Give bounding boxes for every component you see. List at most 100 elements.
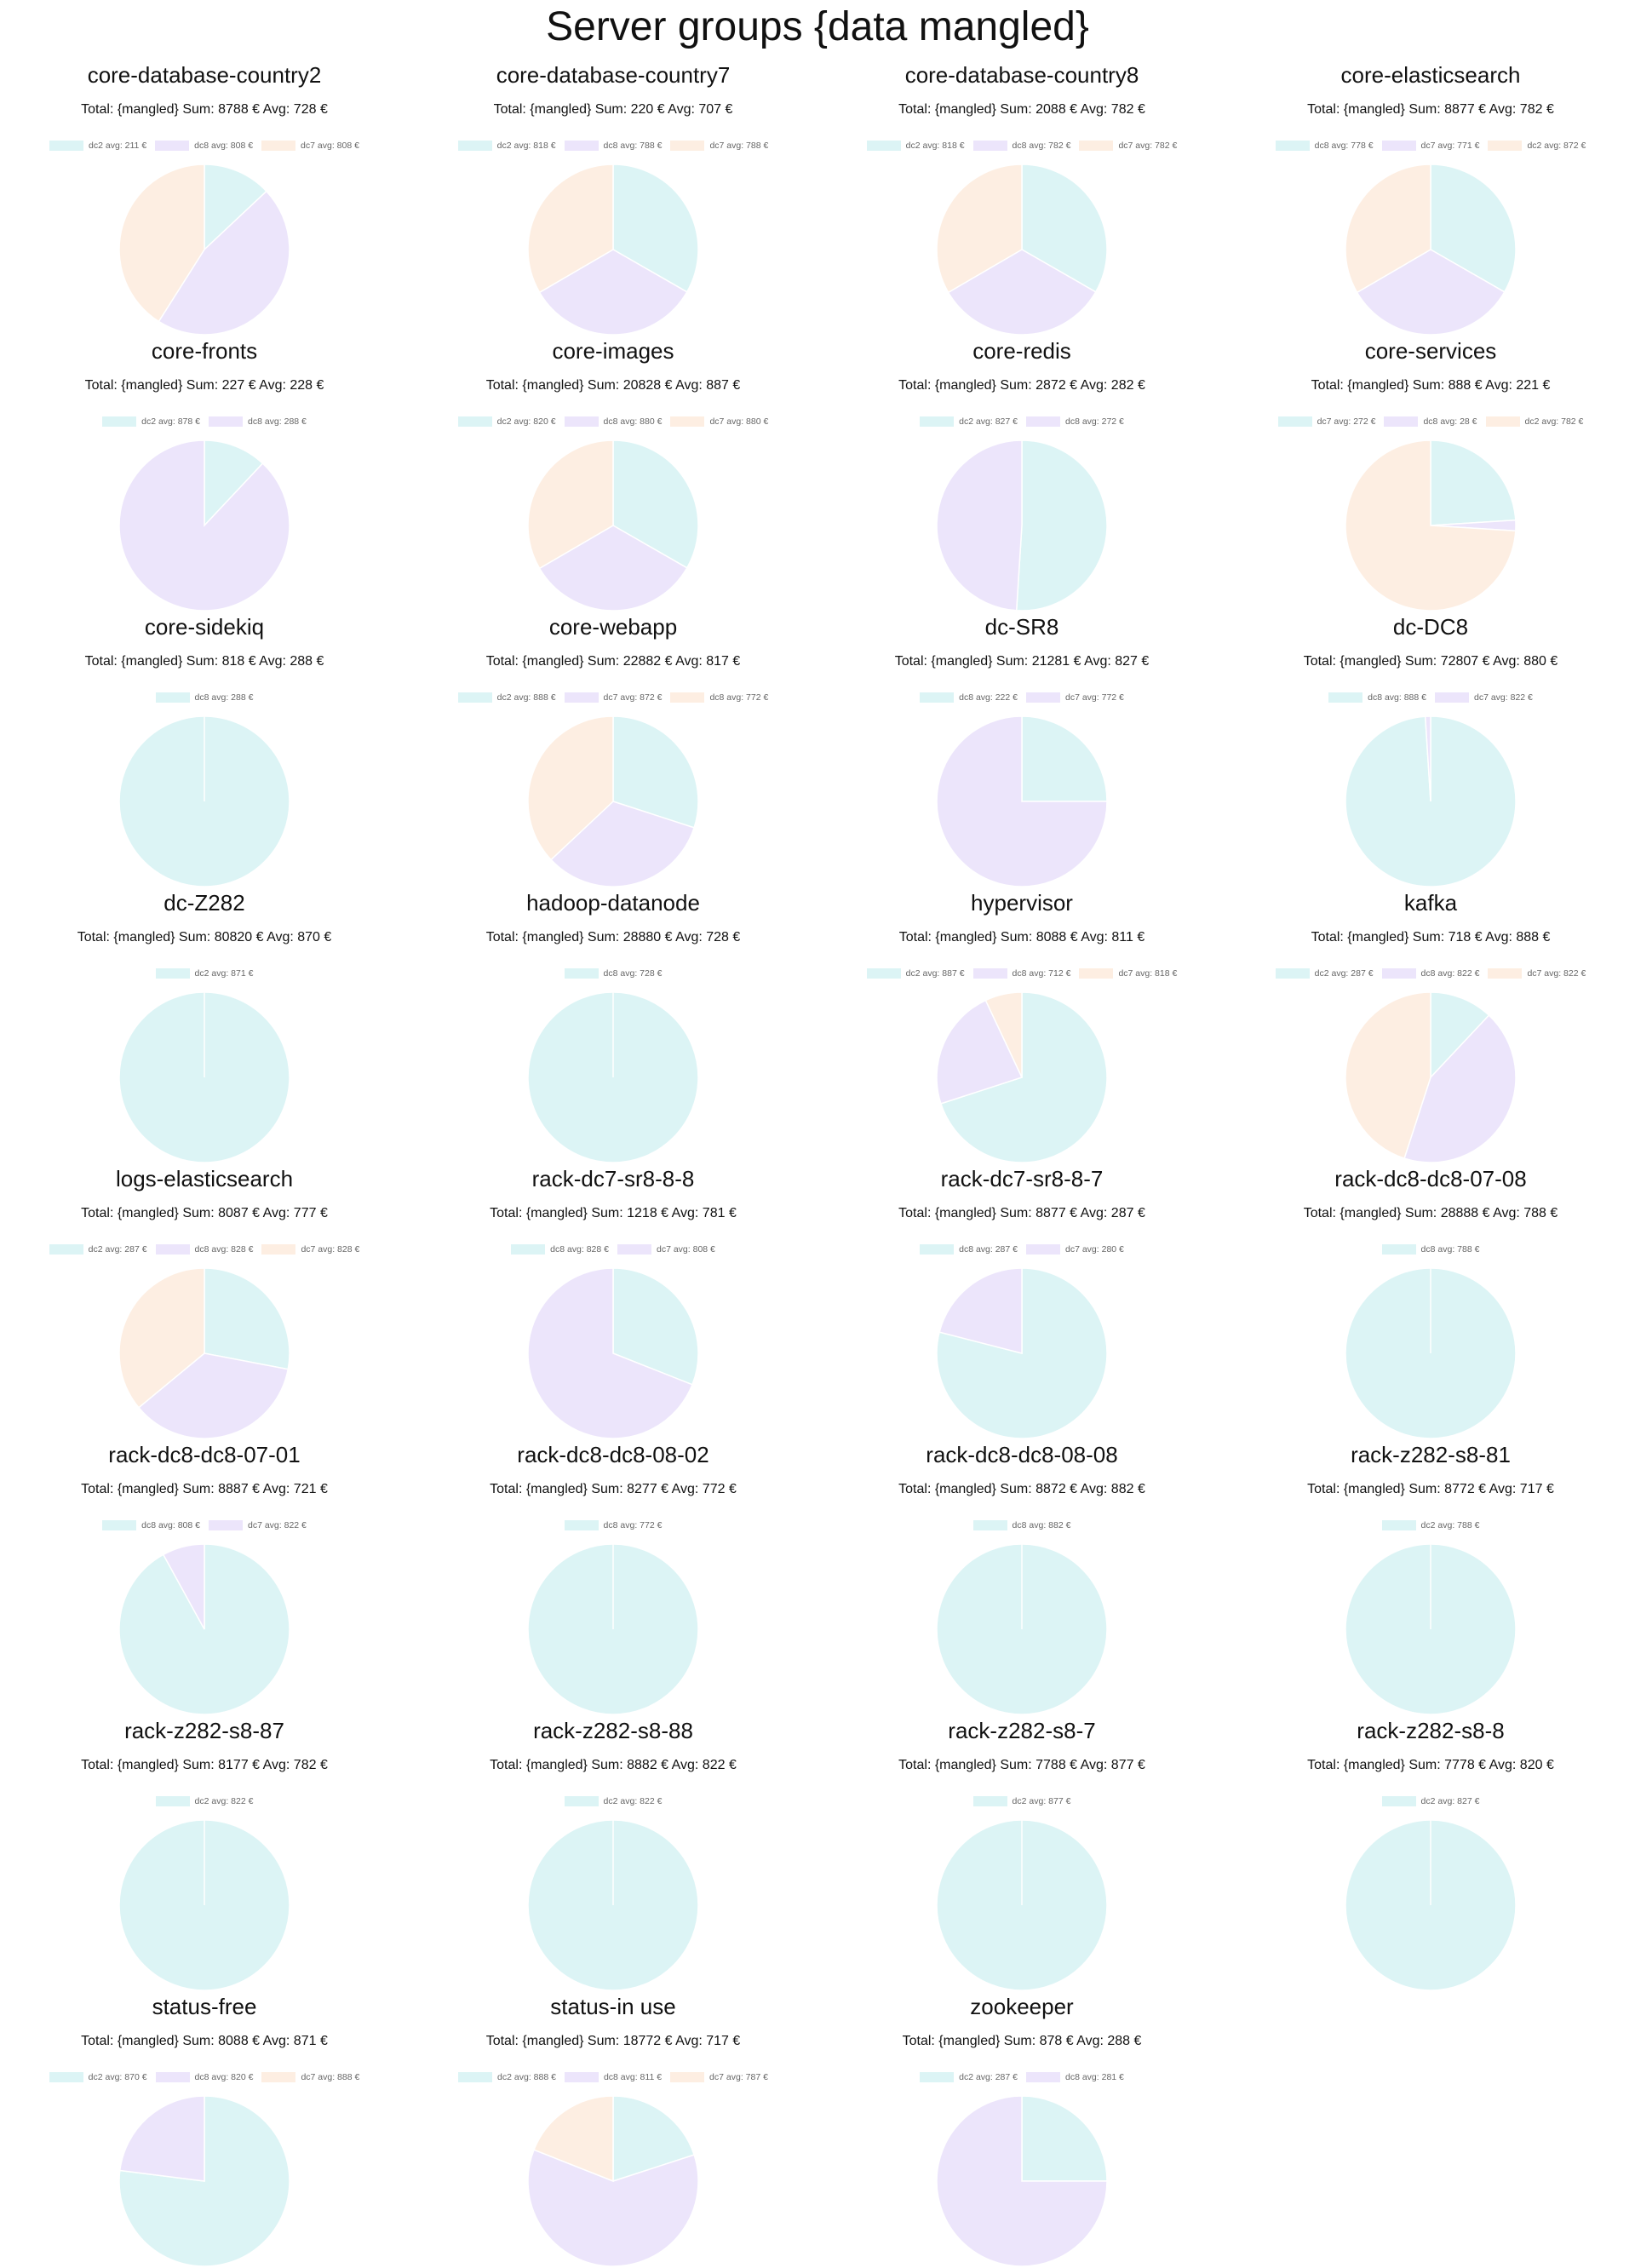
pie-slice[interactable] xyxy=(538,525,688,611)
legend-item[interactable]: dc7 avg: 782 € xyxy=(1079,140,1177,152)
legend-item[interactable]: dc8 avg: 880 € xyxy=(564,416,662,428)
legend-item[interactable]: dc8 avg: 712 € xyxy=(972,967,1070,979)
pie-slice[interactable] xyxy=(527,1267,693,1439)
legend-item[interactable]: dc2 avg: 827 € xyxy=(1381,1795,1479,1807)
legend-item[interactable]: dc2 avg: 782 € xyxy=(1485,416,1583,428)
pie-slice[interactable] xyxy=(984,991,1023,1078)
legend-item[interactable]: dc7 avg: 272 € xyxy=(1277,416,1375,428)
legend-item[interactable]: dc8 avg: 788 € xyxy=(564,140,662,152)
legend-item[interactable]: dc2 avg: 287 € xyxy=(1275,967,1374,979)
pie-slice[interactable] xyxy=(118,439,290,611)
pie-slice[interactable] xyxy=(162,1543,205,1630)
pie-slice[interactable] xyxy=(1356,249,1506,336)
legend-item[interactable]: dc7 avg: 818 € xyxy=(1079,967,1177,979)
legend-item[interactable]: dc2 avg: 887 € xyxy=(866,967,965,979)
pie-slice[interactable] xyxy=(936,715,1108,887)
legend-item[interactable]: dc2 avg: 872 € xyxy=(1488,140,1586,152)
pie-slice[interactable] xyxy=(1430,164,1517,293)
legend-item[interactable]: dc7 avg: 822 € xyxy=(1435,692,1533,703)
legend-item[interactable]: dc8 avg: 272 € xyxy=(1026,416,1124,428)
pie-slice[interactable] xyxy=(158,190,290,336)
legend-item[interactable]: dc8 avg: 882 € xyxy=(972,1519,1070,1531)
legend-item[interactable]: dc8 avg: 828 € xyxy=(155,1243,253,1255)
legend-item[interactable]: dc7 avg: 828 € xyxy=(261,1243,359,1255)
legend-item[interactable]: dc2 avg: 827 € xyxy=(920,416,1018,428)
pie-slice[interactable] xyxy=(939,991,1108,1163)
legend-item[interactable]: dc2 avg: 818 € xyxy=(866,140,965,152)
legend-item[interactable]: dc7 avg: 808 € xyxy=(617,1243,715,1255)
pie-slice[interactable] xyxy=(1424,715,1431,802)
legend-item[interactable]: dc8 avg: 728 € xyxy=(564,967,662,979)
pie-slice[interactable] xyxy=(118,2095,205,2182)
pie-slice[interactable] xyxy=(1345,439,1517,611)
pie-slice[interactable] xyxy=(1015,439,1108,611)
legend-item[interactable]: dc2 avg: 888 € xyxy=(458,2071,556,2083)
legend-item[interactable]: dc2 avg: 822 € xyxy=(155,1795,253,1807)
legend-item[interactable]: dc2 avg: 287 € xyxy=(920,2071,1018,2083)
legend-item[interactable]: dc7 avg: 808 € xyxy=(261,140,359,152)
legend-item[interactable]: dc8 avg: 288 € xyxy=(209,416,307,428)
legend-item[interactable]: dc8 avg: 782 € xyxy=(972,140,1070,152)
legend-item[interactable]: dc2 avg: 820 € xyxy=(457,416,556,428)
pie-slice[interactable] xyxy=(527,439,614,570)
legend-item[interactable]: dc8 avg: 28 € xyxy=(1384,416,1477,428)
legend-item[interactable]: dc8 avg: 772 € xyxy=(670,692,768,703)
pie-slice[interactable] xyxy=(936,999,1024,1105)
legend-item[interactable]: dc8 avg: 808 € xyxy=(155,140,253,152)
legend-item[interactable]: dc7 avg: 872 € xyxy=(564,692,662,703)
legend-item[interactable]: dc2 avg: 818 € xyxy=(457,140,556,152)
legend-item[interactable]: dc7 avg: 772 € xyxy=(1026,692,1124,703)
pie-slice[interactable] xyxy=(118,164,205,323)
pie-slice[interactable] xyxy=(527,715,614,861)
legend-item[interactable]: dc2 avg: 877 € xyxy=(972,1795,1070,1807)
pie-slice[interactable] xyxy=(1430,439,1517,526)
pie-slice[interactable] xyxy=(533,2095,614,2183)
legend-item[interactable]: dc2 avg: 870 € xyxy=(49,2071,147,2083)
pie-slice[interactable] xyxy=(1345,991,1431,1160)
legend-item[interactable]: dc8 avg: 828 € xyxy=(511,1243,609,1255)
legend-item[interactable]: dc2 avg: 211 € xyxy=(49,140,146,152)
legend-item[interactable]: dc8 avg: 772 € xyxy=(564,1519,662,1531)
legend-item[interactable]: dc8 avg: 888 € xyxy=(1328,692,1426,703)
legend-item[interactable]: dc8 avg: 822 € xyxy=(1381,967,1479,979)
legend-item[interactable]: dc7 avg: 822 € xyxy=(209,1519,307,1531)
legend-item[interactable]: dc8 avg: 820 € xyxy=(155,2071,253,2083)
legend-item[interactable]: dc7 avg: 787 € xyxy=(670,2071,768,2083)
legend-item[interactable]: dc2 avg: 788 € xyxy=(1381,1519,1479,1531)
pie-slice[interactable] xyxy=(1430,991,1490,1079)
legend-item[interactable]: dc8 avg: 281 € xyxy=(1026,2071,1124,2083)
pie-slice[interactable] xyxy=(936,164,1023,294)
pie-slice[interactable] xyxy=(612,439,699,569)
legend-item[interactable]: dc2 avg: 878 € xyxy=(102,416,200,428)
pie-slice[interactable] xyxy=(550,801,696,887)
pie-slice[interactable] xyxy=(1403,1014,1517,1163)
pie-slice[interactable] xyxy=(118,1267,205,1409)
legend-item[interactable]: dc8 avg: 287 € xyxy=(920,1243,1018,1255)
legend-item[interactable]: dc2 avg: 287 € xyxy=(49,1243,147,1255)
pie-slice[interactable] xyxy=(936,2095,1108,2267)
legend-item[interactable]: dc7 avg: 880 € xyxy=(670,416,768,428)
legend-item[interactable]: dc8 avg: 288 € xyxy=(155,692,253,703)
legend-item[interactable]: dc8 avg: 811 € xyxy=(564,2071,662,2083)
pie-slice[interactable] xyxy=(1021,164,1108,293)
legend-item[interactable]: dc7 avg: 771 € xyxy=(1381,140,1479,152)
pie-slice[interactable] xyxy=(612,715,699,829)
legend-item[interactable]: dc8 avg: 788 € xyxy=(1381,1243,1479,1255)
pie-slice[interactable] xyxy=(137,1352,290,1439)
pie-slice[interactable] xyxy=(938,1267,1023,1354)
legend-item[interactable]: dc7 avg: 822 € xyxy=(1488,967,1586,979)
pie-slice[interactable] xyxy=(612,1267,699,1386)
pie-slice[interactable] xyxy=(527,164,614,294)
legend-item[interactable]: dc8 avg: 778 € xyxy=(1275,140,1374,152)
pie-slice[interactable] xyxy=(936,439,1023,611)
legend-item[interactable]: dc7 avg: 280 € xyxy=(1026,1243,1124,1255)
legend-item[interactable]: dc7 avg: 888 € xyxy=(261,2071,359,2083)
legend-item[interactable]: dc8 avg: 808 € xyxy=(102,1519,200,1531)
pie-slice[interactable] xyxy=(947,249,1097,336)
legend-item[interactable]: dc8 avg: 222 € xyxy=(920,692,1018,703)
pie-slice[interactable] xyxy=(612,2095,696,2183)
pie-slice[interactable] xyxy=(612,164,699,293)
pie-slice[interactable] xyxy=(204,164,267,251)
pie-slice[interactable] xyxy=(1345,164,1431,294)
legend-item[interactable]: dc2 avg: 871 € xyxy=(155,967,253,979)
